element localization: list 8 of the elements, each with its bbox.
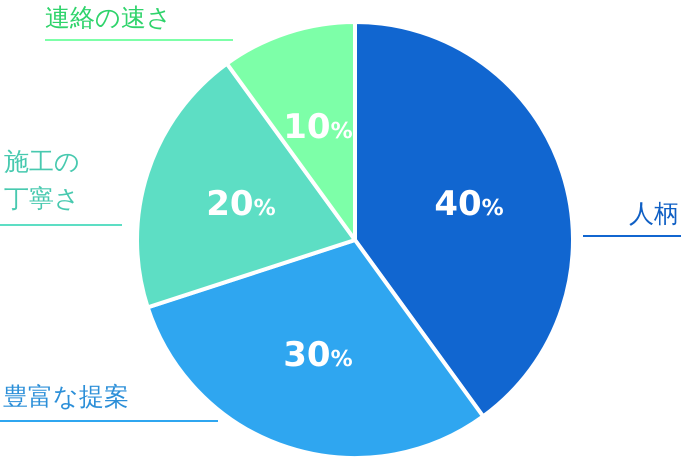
slice-label: 連絡の速さ (45, 3, 172, 32)
data-label: 40% (434, 184, 504, 224)
data-label: 10% (283, 106, 353, 147)
slice-label: 施工の丁寧さ (4, 147, 80, 213)
slice-label: 人柄 (629, 199, 679, 228)
data-label: 20% (206, 184, 276, 224)
slice-label: 豊富な提案 (3, 382, 129, 411)
data-label: 30% (283, 335, 353, 376)
